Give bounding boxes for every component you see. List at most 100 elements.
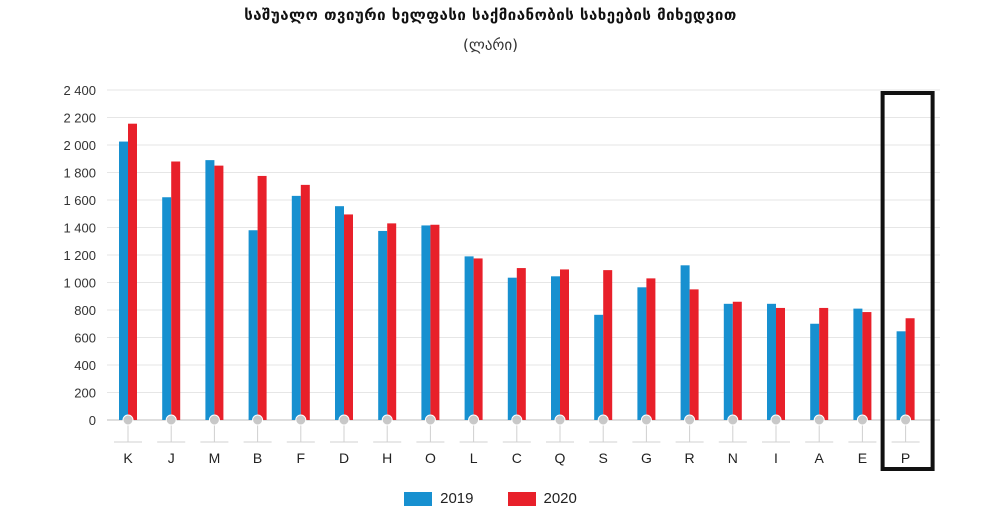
bar-2019-I <box>767 303 776 420</box>
legend-label-2020: 2020 <box>543 490 577 507</box>
chart-title: საშუალო თვიური ხელფასი საქმიანობის სახეე… <box>244 6 737 24</box>
x-marker <box>122 414 134 426</box>
x-category-label: K <box>123 450 133 466</box>
x-category-label: H <box>382 450 392 466</box>
x-marker <box>252 414 264 426</box>
x-marker <box>295 414 307 426</box>
bar-2020-J <box>171 161 181 420</box>
x-marker <box>468 414 480 426</box>
y-tick-label: 2 400 <box>63 83 96 98</box>
x-category-label: M <box>209 450 221 466</box>
bar-2020-B <box>257 175 267 420</box>
x-marker <box>554 414 566 426</box>
x-marker <box>727 414 739 426</box>
bar-2019-L <box>464 256 474 420</box>
bar-2020-H <box>387 223 397 420</box>
x-category-label: J <box>168 450 175 466</box>
bar-2020-C <box>516 268 526 420</box>
y-tick-label: 800 <box>74 303 96 318</box>
x-category-label: I <box>774 450 778 466</box>
bar-2020-L <box>473 258 483 420</box>
bar-2020-Q <box>560 269 569 420</box>
x-category-label: B <box>253 450 262 466</box>
bar-2019-S <box>594 314 604 420</box>
x-marker <box>640 414 652 426</box>
bar-2019-H <box>378 230 388 420</box>
x-marker <box>684 414 696 426</box>
x-category-label: F <box>297 450 306 466</box>
bar-2020-I <box>776 307 785 420</box>
bar-2019-B <box>248 230 258 420</box>
bar-2020-R <box>689 289 699 420</box>
x-marker <box>900 414 912 426</box>
x-category-label: A <box>815 450 825 466</box>
bar-2019-Q <box>551 276 560 420</box>
y-tick-label: 2 000 <box>63 138 96 153</box>
x-marker <box>381 414 393 426</box>
bar-2019-J <box>162 197 172 420</box>
bar-2019-D <box>335 206 344 420</box>
bar-2019-G <box>637 287 647 420</box>
bar-2020-N <box>732 301 742 420</box>
x-category-label: D <box>339 450 349 466</box>
y-tick-label: 1 800 <box>63 166 96 181</box>
y-tick-label: 0 <box>89 413 96 428</box>
bar-2019-C <box>507 277 517 420</box>
x-category-label: G <box>641 450 652 466</box>
y-tick-label: 1 200 <box>63 248 96 263</box>
x-category-label: E <box>858 450 867 466</box>
x-marker <box>165 414 177 426</box>
bar-2020-G <box>646 278 656 420</box>
bar-2020-P <box>905 318 915 420</box>
highlight-box <box>880 91 935 471</box>
y-tick-label: 200 <box>74 386 96 401</box>
bar-2020-F <box>300 184 310 420</box>
legend-item-2019[interactable]: 2019 <box>404 490 474 507</box>
bar-2020-A <box>819 307 829 420</box>
x-category-label: O <box>425 450 436 466</box>
x-marker <box>813 414 825 426</box>
y-tick-label: 400 <box>74 358 96 373</box>
legend-swatch-2019 <box>404 491 433 506</box>
x-category-label: Q <box>555 450 566 466</box>
bar-2019-O <box>421 225 431 420</box>
y-tick-label: 1 400 <box>63 221 96 236</box>
x-marker <box>424 414 436 426</box>
x-category-label: N <box>728 450 738 466</box>
x-marker <box>597 414 609 426</box>
bar-2020-E <box>862 312 872 420</box>
bar-2020-M <box>214 165 224 420</box>
x-marker <box>208 414 220 426</box>
bar-2019-P <box>896 331 906 420</box>
bar-2020-D <box>344 214 353 420</box>
bar-2019-K <box>119 141 128 420</box>
bar-2019-M <box>205 160 215 420</box>
x-category-label: L <box>470 450 478 466</box>
bar-2019-E <box>853 308 863 420</box>
x-category-label: P <box>901 450 910 466</box>
x-category-label: C <box>512 450 522 466</box>
chart-subtitle: (ლარი) <box>463 36 518 54</box>
legend-label-2019: 2019 <box>440 490 474 507</box>
y-tick-label: 1 000 <box>63 276 96 291</box>
bar-2019-R <box>680 265 690 420</box>
x-marker <box>338 414 350 426</box>
x-category-label: S <box>599 450 608 466</box>
bar-2020-K <box>128 123 137 420</box>
bar-2019-F <box>291 195 301 420</box>
legend-swatch-2020 <box>507 491 536 506</box>
legend-item-2020[interactable]: 2020 <box>507 490 577 507</box>
bar-2020-S <box>603 270 613 420</box>
y-tick-label: 1 600 <box>63 193 96 208</box>
x-marker <box>511 414 523 426</box>
y-tick-label: 2 200 <box>63 111 96 126</box>
x-marker <box>770 414 782 426</box>
bar-2019-N <box>723 303 733 420</box>
x-marker <box>856 414 868 426</box>
y-tick-label: 600 <box>74 331 96 346</box>
x-category-label: R <box>685 450 695 466</box>
bar-chart: 0 200 400 600 800 1 000 1 200 1 400 1 600 1 800 2 … <box>63 83 940 471</box>
bar-2019-A <box>810 323 820 420</box>
legend: 2019 2020 <box>0 490 981 507</box>
bar-2020-O <box>430 224 440 420</box>
